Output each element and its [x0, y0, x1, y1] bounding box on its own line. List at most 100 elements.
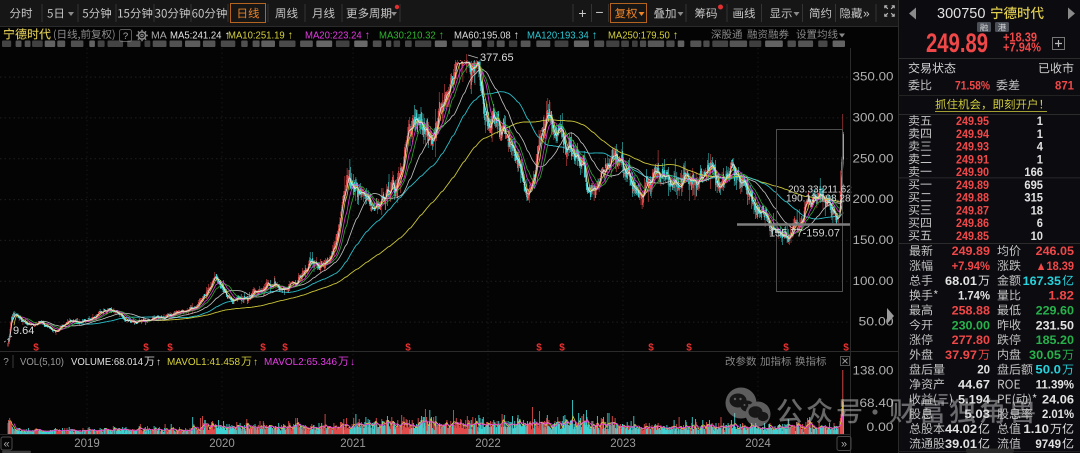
svg-text:68.01: 68.01 [945, 274, 977, 288]
svg-text:249.89: 249.89 [926, 28, 988, 58]
svg-text:190.13-198.28: 190.13-198.28 [786, 194, 851, 205]
svg-text:MA: MA [151, 30, 167, 42]
svg-text:VOL(5,10): VOL(5,10) [20, 356, 64, 368]
svg-text:↓: ↓ [350, 357, 355, 368]
svg-text:↑: ↑ [592, 30, 598, 42]
svg-text:377.65: 377.65 [480, 52, 514, 64]
svg-text:«: « [3, 439, 9, 451]
svg-text:2020: 2020 [209, 438, 235, 450]
svg-text:229.60: 229.60 [1036, 303, 1075, 317]
svg-text:$: $ [783, 343, 789, 354]
svg-text:230.00: 230.00 [952, 318, 991, 332]
svg-text:100.00: 100.00 [853, 276, 894, 288]
svg-text:$: $ [167, 343, 173, 354]
svg-text:VOLUME:68.014: VOLUME:68.014 [71, 356, 143, 368]
svg-text:250.00: 250.00 [853, 153, 894, 165]
svg-text:?: ? [3, 357, 9, 368]
svg-text:37.97: 37.97 [945, 348, 977, 362]
svg-text:30.05: 30.05 [1029, 348, 1061, 362]
svg-text:9749: 9749 [1035, 437, 1061, 451]
svg-text:68.40: 68.40 [860, 398, 894, 410]
svg-text:1.74%: 1.74% [958, 289, 990, 303]
svg-text:↑: ↑ [253, 357, 258, 368]
svg-text:MA60:195.08: MA60:195.08 [454, 30, 511, 42]
svg-text:44.02: 44.02 [945, 422, 977, 436]
svg-text:20: 20 [977, 363, 990, 377]
svg-text:18: 18 [1031, 203, 1044, 217]
svg-text:↑: ↑ [365, 30, 371, 42]
svg-text:↑: ↑ [439, 30, 445, 42]
svg-text:9.64: 9.64 [13, 325, 34, 337]
svg-text:$: $ [260, 343, 266, 354]
svg-text:4: 4 [1037, 140, 1043, 154]
svg-text:44.67: 44.67 [958, 378, 990, 392]
svg-text:1.10: 1.10 [1023, 422, 1049, 436]
svg-text:249.95: 249.95 [956, 114, 989, 128]
svg-text:167.35: 167.35 [1023, 274, 1062, 288]
svg-text:$: $ [405, 343, 411, 354]
svg-text:300.00: 300.00 [853, 112, 894, 124]
svg-text:2019: 2019 [74, 438, 100, 450]
svg-text:155.77-159.07: 155.77-159.07 [769, 228, 840, 240]
svg-text:249.94: 249.94 [956, 127, 989, 141]
svg-text:$: $ [648, 343, 654, 354]
svg-text:↑: ↑ [225, 30, 231, 42]
svg-text:350.00: 350.00 [853, 72, 894, 84]
svg-text:$: $ [536, 343, 542, 354]
svg-text:2024: 2024 [745, 438, 771, 450]
svg-text:249.91: 249.91 [956, 152, 989, 166]
svg-text:50.0: 50.0 [1035, 363, 1061, 377]
svg-text:1: 1 [1037, 127, 1043, 141]
svg-text:258.88: 258.88 [952, 303, 991, 317]
svg-text:231.50: 231.50 [1036, 318, 1075, 332]
svg-text:MA250:179.50: MA250:179.50 [608, 30, 670, 42]
svg-text:138.00: 138.00 [853, 366, 894, 378]
svg-text:+: + [578, 5, 586, 21]
svg-text:2021: 2021 [340, 438, 366, 450]
svg-text:300750: 300750 [937, 6, 985, 22]
svg-text:↑: ↑ [156, 357, 161, 368]
svg-text:1: 1 [1037, 114, 1043, 128]
svg-text:MA5:241.24: MA5:241.24 [170, 30, 222, 42]
svg-text:2.01%: 2.01% [1042, 407, 1074, 421]
svg-text:249.89: 249.89 [956, 178, 989, 192]
svg-text:1.82: 1.82 [1048, 289, 1074, 303]
svg-text:249.90: 249.90 [956, 165, 989, 179]
svg-text:MA20:223.24: MA20:223.24 [305, 30, 362, 42]
svg-text:1: 1 [1037, 152, 1043, 166]
svg-text:10: 10 [1031, 229, 1044, 243]
svg-text:185.20: 185.20 [1036, 333, 1075, 347]
svg-text:?: ? [123, 31, 128, 42]
svg-text:315: 315 [1024, 191, 1043, 205]
svg-text:71.58%: 71.58% [955, 79, 990, 93]
svg-text:249.85: 249.85 [956, 229, 989, 243]
svg-text:0.00: 0.00 [867, 422, 894, 434]
svg-text:+18.39: +18.39 [1003, 31, 1037, 45]
svg-text:871: 871 [1055, 79, 1074, 93]
svg-text:2022: 2022 [475, 438, 501, 450]
svg-text:↑: ↑ [288, 30, 294, 42]
svg-text:203.33-211.62: 203.33-211.62 [788, 185, 852, 196]
svg-text:↑: ↑ [673, 30, 679, 42]
svg-text:249.87: 249.87 [956, 203, 989, 217]
svg-text:277.80: 277.80 [952, 333, 991, 347]
svg-text:▲18.39: ▲18.39 [1036, 259, 1075, 273]
svg-text:»: » [841, 439, 847, 451]
svg-text:249.88: 249.88 [956, 191, 989, 205]
svg-text:166: 166 [1024, 165, 1043, 179]
svg-text:MA10:251.19: MA10:251.19 [228, 30, 285, 42]
svg-text:695: 695 [1024, 178, 1043, 192]
svg-text:+7.94%: +7.94% [1003, 41, 1041, 55]
svg-text:39.01: 39.01 [945, 437, 977, 451]
svg-text:2023: 2023 [610, 438, 636, 450]
svg-text:MAVOL2:65.346: MAVOL2:65.346 [264, 356, 337, 368]
svg-text:$: $ [686, 343, 692, 354]
svg-text:MA30:210.32: MA30:210.32 [379, 30, 436, 42]
svg-text:249.93: 249.93 [956, 140, 989, 154]
svg-text:MAVOL1:41.458: MAVOL1:41.458 [167, 356, 240, 368]
svg-text:24.06: 24.06 [1042, 392, 1074, 406]
svg-text:»: » [863, 7, 870, 21]
svg-text:249.86: 249.86 [956, 216, 989, 230]
svg-text:MA120:193.34: MA120:193.34 [527, 30, 589, 42]
svg-text:50.00: 50.00 [859, 317, 894, 329]
